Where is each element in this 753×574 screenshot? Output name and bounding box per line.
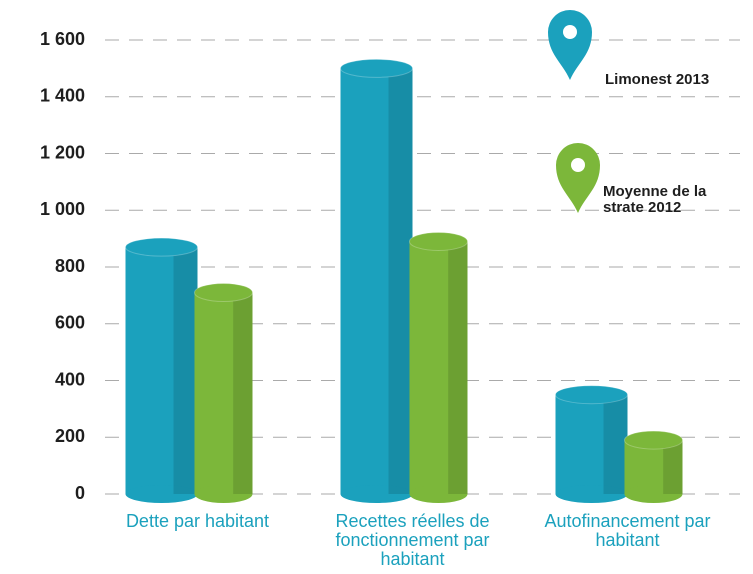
cylinder-shade — [173, 247, 198, 494]
legend-pin — [556, 143, 600, 213]
legend-label: Moyenne de la strate 2012 — [603, 183, 707, 216]
y-tick-label: 800 — [55, 256, 85, 276]
cylinder-base — [194, 485, 253, 503]
cylinder-bar — [555, 385, 628, 503]
cylinder-shade — [388, 68, 413, 494]
cylinder-shade — [448, 241, 468, 494]
legend-pin — [548, 10, 592, 80]
cylinder-body — [125, 247, 198, 494]
x-tick-label: Autofinancement par habitant — [544, 511, 711, 550]
cylinder-base — [340, 485, 413, 503]
cylinder-base — [125, 485, 198, 503]
cylinder-body — [555, 394, 628, 494]
cylinder-base — [555, 485, 628, 503]
cylinder-base — [409, 485, 468, 503]
legend-pin-hole — [563, 25, 577, 39]
y-tick-label: 400 — [55, 369, 85, 389]
cylinder-bar — [194, 283, 253, 503]
cylinder-body — [409, 241, 468, 494]
cylinder-body — [340, 68, 413, 494]
cylinder-top — [340, 58, 413, 78]
y-tick-label: 1 200 — [40, 142, 85, 162]
cylinder-bar — [624, 430, 683, 503]
x-tick-label: Dette par habitant — [125, 511, 270, 531]
x-tick-label: Recettes réelles de fonctionnement par h… — [335, 511, 490, 569]
y-tick-label: 600 — [55, 313, 85, 333]
cylinder-top — [624, 430, 683, 450]
cylinder-shade — [603, 394, 628, 494]
y-tick-label: 200 — [55, 426, 85, 446]
y-tick-label: 1 400 — [40, 86, 85, 106]
y-tick-label: 1 600 — [40, 29, 85, 49]
cylinder-bar — [409, 231, 468, 503]
cylinder-top — [555, 385, 628, 405]
cylinder-top — [125, 237, 198, 257]
cylinder-base — [624, 485, 683, 503]
cylinder-top — [409, 231, 468, 251]
cylinder-body — [194, 292, 253, 494]
cylinder-shade — [233, 292, 253, 494]
legend-label: Limonest 2013 — [605, 71, 710, 88]
y-tick-label: 0 — [75, 483, 85, 503]
cylinder-bar — [125, 237, 198, 503]
y-tick-label: 1 000 — [40, 199, 85, 219]
cylinder-shade — [663, 440, 683, 494]
legend-pin-hole — [571, 158, 585, 172]
cylinder-bar — [340, 58, 413, 503]
cylinder-top — [194, 283, 253, 303]
